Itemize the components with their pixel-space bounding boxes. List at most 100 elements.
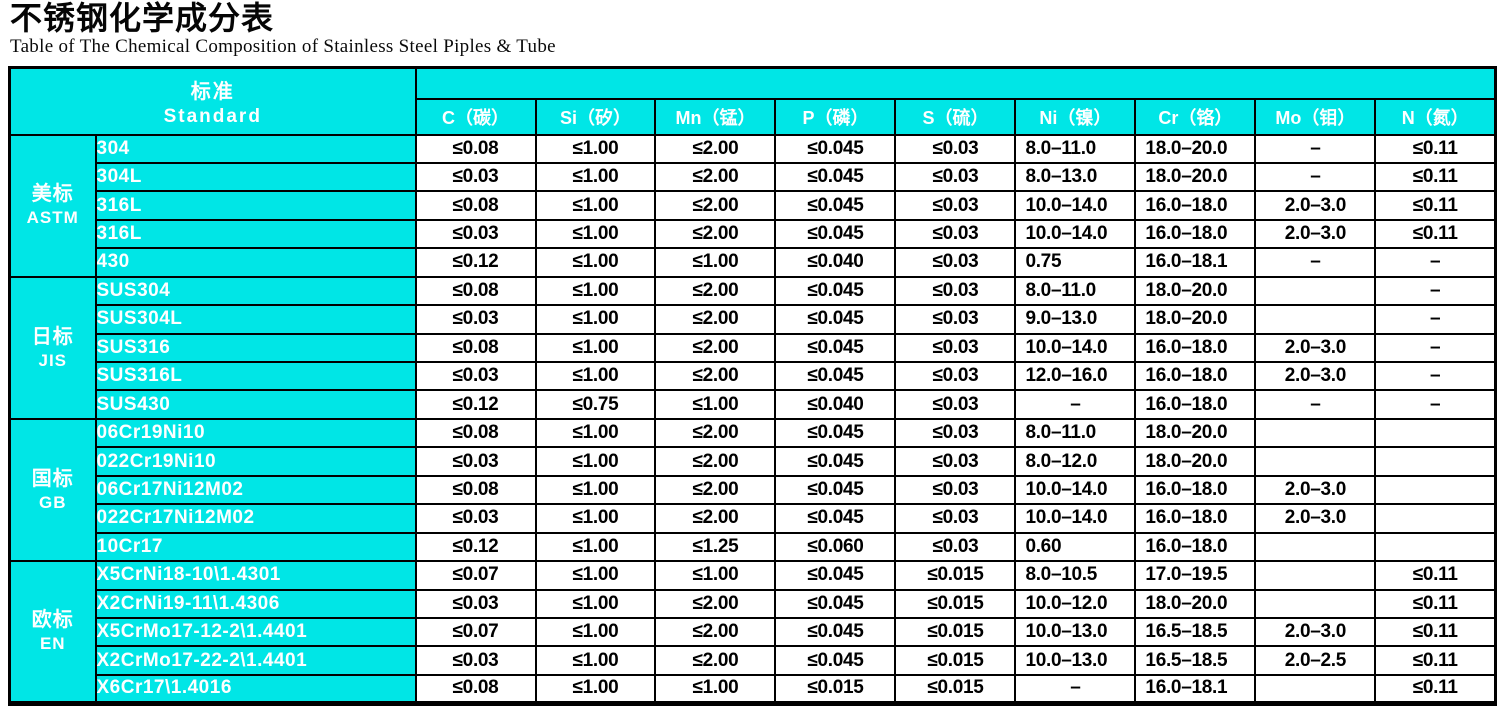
- value-mn: ≤2.00: [654, 133, 777, 164]
- value-mo: [1254, 417, 1377, 449]
- value-si: ≤1.00: [534, 247, 657, 278]
- value-ni: 10.0–13.0: [1014, 645, 1137, 676]
- value-mn: ≤2.00: [654, 332, 777, 364]
- group-label-en: EN: [39, 634, 66, 654]
- value-si: ≤1.00: [534, 417, 657, 449]
- value-mo: 2.0–3.0: [1254, 474, 1377, 506]
- column-header-mn: Mn（锰）: [654, 97, 777, 136]
- value-mn: ≤1.00: [654, 673, 777, 705]
- value-c: ≤0.08: [414, 133, 537, 164]
- table-row: 06Cr17Ni12M02 ≤0.08 ≤1.00 ≤2.00 ≤0.045 ≤0.03 1…: [10, 474, 1497, 506]
- value-ni: 10.0–14.0: [1014, 190, 1137, 221]
- value-n: [1374, 474, 1497, 506]
- table-row: 022Cr19Ni10 ≤0.03 ≤1.00 ≤2.00 ≤0.045 ≤0.03 8.0…: [10, 446, 1497, 477]
- value-n: –: [1374, 247, 1497, 278]
- value-mo: [1254, 304, 1377, 335]
- value-mo: 2.0–3.0: [1254, 616, 1377, 648]
- value-p: ≤0.045: [774, 360, 897, 392]
- value-ni: 0.60: [1014, 531, 1137, 563]
- value-c: ≤0.03: [414, 588, 537, 619]
- value-s: ≤0.03: [894, 446, 1017, 477]
- value-n: –: [1374, 275, 1497, 307]
- group-label-astm: 美标 ASTM: [8, 133, 97, 278]
- table-row: 10Cr17 ≤0.12 ≤1.00 ≤1.25 ≤0.060 ≤0.03 0.60 16.0…: [10, 531, 1497, 563]
- grade-name: SUS430: [94, 389, 417, 420]
- value-mn: ≤2.00: [654, 446, 777, 477]
- value-s: ≤0.015: [894, 560, 1017, 591]
- value-s: ≤0.03: [894, 360, 1017, 392]
- value-si: ≤1.00: [534, 673, 657, 705]
- value-p: ≤0.045: [774, 218, 897, 250]
- value-mo: [1254, 446, 1377, 477]
- value-s: ≤0.03: [894, 304, 1017, 335]
- grade-name: 316L: [94, 190, 417, 221]
- value-p: ≤0.045: [774, 332, 897, 364]
- value-mn: ≤1.00: [654, 247, 777, 278]
- table-row: X2CrNi19-11\1.4306 ≤0.03 ≤1.00 ≤2.00 ≤0.045 ≤…: [10, 588, 1497, 619]
- value-si: ≤1.00: [534, 503, 657, 534]
- value-cr: 18.0–20.0: [1134, 275, 1257, 307]
- value-p: ≤0.045: [774, 588, 897, 619]
- value-cr: 18.0–20.0: [1134, 161, 1257, 193]
- value-cr: 16.0–18.0: [1134, 389, 1257, 420]
- column-header-s: S（硫）: [894, 97, 1017, 136]
- value-c: ≤0.08: [414, 474, 537, 506]
- value-cr: 16.0–18.0: [1134, 503, 1257, 534]
- value-s: ≤0.015: [894, 645, 1017, 676]
- value-mn: ≤2.00: [654, 588, 777, 619]
- value-p: ≤0.045: [774, 133, 897, 164]
- column-header-c: C（碳）: [414, 97, 537, 136]
- value-n: ≤0.11: [1374, 560, 1497, 591]
- value-cr: 16.5–18.5: [1134, 645, 1257, 676]
- value-si: ≤1.00: [534, 560, 657, 591]
- table-row: 316L ≤0.08 ≤1.00 ≤2.00 ≤0.045 ≤0.03 10.0–14.0 1…: [10, 190, 1497, 221]
- table-row: SUS304L ≤0.03 ≤1.00 ≤2.00 ≤0.045 ≤0.03 9.0–13.…: [10, 304, 1497, 335]
- value-n: ≤0.11: [1374, 673, 1497, 705]
- value-c: ≤0.08: [414, 275, 537, 307]
- group-label-gb: 国标 GB: [8, 417, 97, 563]
- value-mn: ≤2.00: [654, 474, 777, 506]
- table-row: 欧标 EN X5CrNi18-10\1.4301 ≤0.07 ≤1.00 ≤1.00 ≤0.…: [8, 560, 1497, 705]
- composition-table-wrap: 标准 Standard C（碳） Si（矽） Mn（锰） P（磷） S（硫） Ni（镍） C…: [8, 66, 1497, 706]
- value-si: ≤1.00: [534, 133, 657, 164]
- value-s: ≤0.03: [894, 133, 1017, 164]
- column-header-cr: Cr（铬）: [1134, 97, 1257, 136]
- value-c: ≤0.03: [414, 503, 537, 534]
- table-row: 美标 ASTM 304 ≤0.08 ≤1.00 ≤2.00 ≤0.045 ≤0.03 8.0–1…: [8, 133, 1497, 278]
- table-row: 日标 JIS SUS304 ≤0.08 ≤1.00 ≤2.00 ≤0.045 ≤0.03 8.0…: [8, 275, 1497, 420]
- value-ni: 10.0–14.0: [1014, 503, 1137, 534]
- value-s: ≤0.03: [894, 161, 1017, 193]
- standard-header-cell: 标准 Standard: [8, 66, 417, 136]
- value-c: ≤0.03: [414, 645, 537, 676]
- grade-name: 304L: [94, 161, 417, 193]
- value-cr: 16.0–18.0: [1134, 218, 1257, 250]
- grade-name: SUS304: [94, 275, 417, 307]
- value-s: ≤0.03: [894, 417, 1017, 449]
- group-label-jis: 日标 JIS: [8, 275, 97, 420]
- table-row: 304L ≤0.03 ≤1.00 ≤2.00 ≤0.045 ≤0.03 8.0–13.0 18…: [10, 161, 1497, 193]
- value-p: ≤0.045: [774, 474, 897, 506]
- value-mo: 2.0–3.0: [1254, 503, 1377, 534]
- table-row: X5CrMo17-12-2\1.4401 ≤0.07 ≤1.00 ≤2.00 ≤0.04…: [10, 616, 1497, 648]
- column-header-si: Si（矽）: [534, 97, 657, 136]
- table-row: X2CrMo17-22-2\1.4401 ≤0.03 ≤1.00 ≤2.00 ≤0.04…: [10, 645, 1497, 676]
- value-cr: 18.0–20.0: [1134, 417, 1257, 449]
- group-label-en: GB: [39, 492, 67, 512]
- value-s: ≤0.015: [894, 616, 1017, 648]
- value-si: ≤1.00: [534, 360, 657, 392]
- value-mo: –: [1254, 133, 1377, 164]
- value-c: ≤0.12: [414, 247, 537, 278]
- group-label-zh: 国标: [31, 467, 74, 490]
- value-s: ≤0.03: [894, 332, 1017, 364]
- value-c: ≤0.07: [414, 616, 537, 648]
- value-si: ≤1.00: [534, 446, 657, 477]
- value-p: ≤0.015: [774, 673, 897, 705]
- value-p: ≤0.045: [774, 161, 897, 193]
- grade-name: X2CrMo17-22-2\1.4401: [94, 645, 417, 676]
- value-mn: ≤1.00: [654, 389, 777, 420]
- value-s: ≤0.03: [894, 474, 1017, 506]
- value-mo: 2.0–3.0: [1254, 218, 1377, 250]
- value-c: ≤0.03: [414, 446, 537, 477]
- value-ni: 8.0–12.0: [1014, 446, 1137, 477]
- value-p: ≤0.045: [774, 190, 897, 221]
